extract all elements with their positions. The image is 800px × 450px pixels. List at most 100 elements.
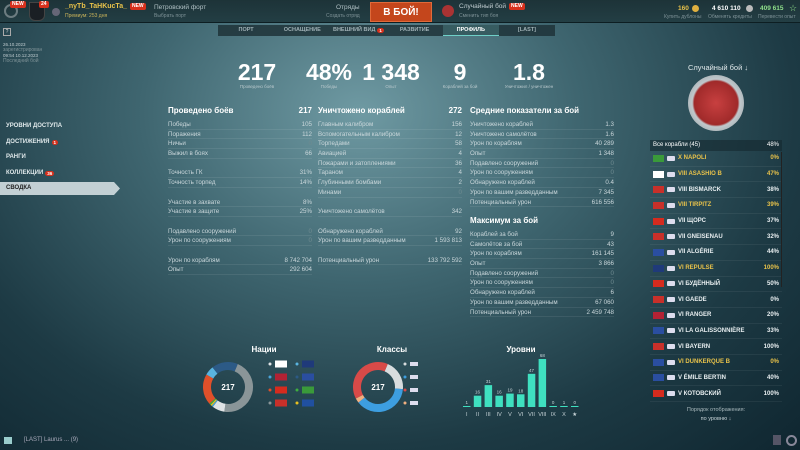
squads-button[interactable]: Отряды	[336, 4, 360, 11]
summary-label: Проведено боёв	[239, 84, 275, 89]
create-squad[interactable]: Создать отряд	[326, 13, 360, 19]
ship-list-scrollbar[interactable]	[781, 152, 782, 287]
sidebar-item-2[interactable]: РАНГИ	[0, 151, 120, 164]
ship-row[interactable]: VI DUNKERQUE B 0%	[650, 355, 782, 371]
legend-dot	[295, 388, 299, 392]
bar-value-label: 68	[540, 353, 546, 358]
ship-row[interactable]: VII GNEISENAU 32%	[650, 229, 782, 246]
ship-winrate: 44%	[766, 249, 779, 256]
ship-row[interactable]: VI GAEDE 0%	[650, 292, 782, 308]
sidebar-item-0[interactable]: УРОВНИ ДОСТУПА	[0, 120, 120, 133]
stat-label: Урон по кораблям	[470, 250, 522, 258]
port-select[interactable]: Выбрать порт	[154, 13, 186, 19]
ship-row[interactable]: VI RANGER 20%	[650, 308, 782, 324]
tab-2[interactable]: ВНЕШНИЙ ВИД 1	[330, 25, 386, 36]
donut-slice	[353, 362, 388, 399]
ship-name: V ÉMILE BERTIN	[678, 374, 727, 381]
stat-label: Пожарами и затоплениями	[318, 159, 396, 167]
ship-row[interactable]: VII ALGÉRIE 44%	[650, 245, 782, 261]
destroyer-class-icon	[410, 362, 418, 366]
stat-label: Урон по кораблям	[168, 256, 220, 264]
ship-class-icon	[667, 375, 675, 381]
ship-row[interactable]: X NAPOLI 0%	[650, 151, 782, 167]
mode-selector-label: Случайный бой	[688, 63, 743, 72]
ship-row[interactable]: V КОТОВСКИЙ 100%	[650, 386, 782, 402]
ship-winrate: 100%	[763, 265, 779, 272]
chat-channel-name: [LAST] Laurus ...	[24, 437, 70, 443]
convert-xp[interactable]: Перевести опыт	[758, 14, 796, 20]
stat-row: Участие в захвате 8%	[168, 198, 312, 208]
chat-channel[interactable]: [LAST] Laurus ... (9)	[24, 437, 78, 443]
sidebar-item-4[interactable]: СВОДКА	[0, 182, 120, 195]
top-bar: NEW 24 _nyTb_TaHKucTa_ NEW Премиум: 253 …	[0, 0, 800, 23]
sidebar-item-1[interactable]: ДОСТИЖЕНИЯ 1	[0, 136, 120, 149]
exchange-credits[interactable]: Обменять кредиты	[708, 14, 752, 20]
username[interactable]: _nyTb_TaHKucTa_	[65, 3, 127, 10]
stat-label: Опыт	[470, 150, 486, 158]
tab-0[interactable]: ПОРТ	[218, 25, 274, 36]
stat-row: Потенциальный урон 616 556	[470, 198, 614, 208]
tab-badge: 1	[377, 28, 384, 33]
stat-label: Поражения	[168, 130, 201, 138]
stat-value: 92	[455, 227, 462, 235]
ship-row[interactable]: VII ЩОРС 37%	[650, 214, 782, 230]
ship-class-icon	[667, 171, 675, 177]
username-new-badge: NEW	[129, 3, 146, 10]
legend-dot	[403, 362, 407, 366]
stat-value: 67 060	[595, 298, 614, 306]
stat-value: 40 289	[595, 140, 614, 148]
bar-category-label: I	[466, 412, 468, 418]
change-mode[interactable]: Сменить тип боя	[459, 13, 499, 19]
buy-doubloons[interactable]: Купить дублоны	[664, 14, 702, 20]
bar-category-label: VII	[528, 412, 535, 418]
tab-5[interactable]: [LAST]	[499, 25, 555, 36]
stat-label: Подавлено сооружений	[470, 159, 539, 167]
germany-flag-icon	[653, 343, 664, 351]
stat-label: Потенциальный урон	[470, 308, 532, 316]
battle-button[interactable]: В БОЙ!	[370, 2, 432, 22]
ship-row[interactable]: VI BAYERN 100%	[650, 339, 782, 355]
stat-value: 14%	[299, 179, 312, 187]
chat-icon[interactable]	[4, 437, 12, 444]
port-name[interactable]: Петровский форт	[154, 4, 207, 11]
ship-name: VII ALGÉRIE	[678, 249, 714, 256]
tab-1[interactable]: ОСНАЩЕНИЕ	[274, 25, 330, 36]
stat-row: Тараном 4	[318, 168, 462, 179]
stat-value: 66	[305, 150, 312, 158]
ship-row[interactable]: VI REPULSE 100%	[650, 261, 782, 277]
stat-label: Подавлено сооружений	[168, 227, 237, 235]
ship-class-icon	[667, 297, 675, 303]
summary-value: 48%	[305, 59, 353, 85]
ship-list-header[interactable]: Все корабли (45) 48%	[650, 140, 782, 151]
ship-row[interactable]: VI LA GALISSONNIÈRE 33%	[650, 324, 782, 340]
help-icon[interactable]: ?	[3, 28, 11, 36]
sort-selector[interactable]: по уровню ↓	[700, 416, 732, 422]
sidebar-item-label: КОЛЛЕКЦИИ	[6, 169, 44, 176]
mode-selector[interactable]: Случайный бой ↓	[688, 63, 748, 72]
ship-class-icon	[667, 249, 675, 255]
ship-row[interactable]: VI БУДЁННЫЙ 50%	[650, 277, 782, 293]
last-battle-date: 09:54 10.12.2023	[3, 53, 39, 58]
average-column: Средние показатели за бой Уничтожено кора…	[470, 106, 614, 208]
ship-name: VI RANGER	[678, 312, 712, 319]
sidebar-item-3[interactable]: КОЛЛЕКЦИИ 36	[0, 167, 120, 180]
tab-4[interactable]: ПРОФИЛЬ	[442, 25, 499, 36]
stat-label: Глубинными бомбами	[318, 179, 382, 187]
stat-value: 36	[455, 159, 462, 167]
uk-flag-icon	[653, 264, 664, 272]
ship-row[interactable]: VIII TIRPITZ 39%	[650, 198, 782, 214]
ship-row[interactable]: V ÉMILE BERTIN 40%	[650, 371, 782, 387]
battle-mode[interactable]: Случайный бой	[459, 3, 507, 10]
cruiser-class-icon	[410, 375, 418, 379]
carrier-class-icon	[410, 401, 418, 405]
stat-label: Потенциальный урон	[318, 256, 380, 264]
ship-row[interactable]: VIII BISMARCK 38%	[650, 182, 782, 199]
stat-value: 0	[308, 237, 312, 245]
ship-row[interactable]: VIII ASASHIO B 47%	[650, 167, 782, 183]
settings-icon[interactable]	[786, 435, 797, 446]
stat-label: Авиацией	[318, 150, 347, 158]
stat-label: Самолётов за бой	[470, 240, 523, 248]
microphone-icon[interactable]	[773, 435, 781, 445]
tab-3[interactable]: РАЗВИТИЕ	[387, 25, 443, 36]
bar	[473, 395, 482, 407]
